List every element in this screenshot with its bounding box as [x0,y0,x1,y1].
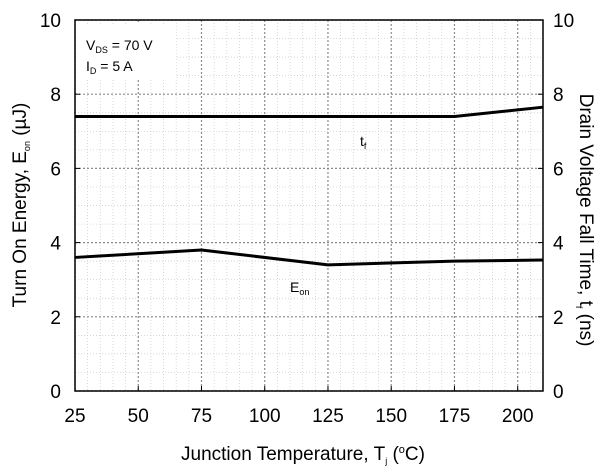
x-tick-label: 75 [191,406,212,427]
y-left-label-unit: (µJ) [10,103,31,141]
x-tick-label: 50 [128,406,149,427]
left-tick-label: 6 [50,159,61,180]
x-tick-label: 200 [502,406,534,427]
condition-box [76,24,176,79]
tf-label-sub: f [364,141,367,151]
right-tick-label: 6 [553,159,564,180]
x-label-sup: o [399,444,405,456]
right-tick-label: 0 [553,382,564,403]
x-label-main: Junction Temperature, T [181,444,386,465]
right-tick-label: 10 [553,11,574,32]
vds-value: = 70 V [108,37,153,53]
right-tick-label: 8 [553,85,564,106]
x-label-open: ( [387,444,399,465]
x-tick-label: 100 [249,406,281,427]
left-tick-label: 10 [40,11,61,32]
x-axis-ticks: 25 50 75 100 125 150 175 200 [64,386,534,427]
x-axis-label: Junction Temperature, Tj (oC) [181,444,425,466]
x-tick-label: 125 [312,406,344,427]
eon-series-label: Eon [290,279,309,297]
id-subscript: D [90,66,97,76]
y-left-label-sub: on [22,141,32,151]
vds-subscript: DS [95,45,108,55]
plot-frame [74,19,544,392]
vds-symbol: V [86,37,96,53]
x-tick-label: 25 [64,406,85,427]
right-tick-label: 4 [553,234,564,255]
left-axis-ticks: 0 2 4 6 8 10 [40,11,80,403]
right-tick-label: 2 [553,308,564,329]
y-right-label-sub: f [574,306,584,309]
condition-vds: VDS = 70 V [86,37,153,55]
tf-series-label: tf [360,133,367,151]
left-tick-label: 2 [50,308,61,329]
tf-label-main: t [360,133,364,149]
y-axis-left-label: Turn On Energy, Eon (µJ) [10,103,32,308]
x-tick-label: 150 [375,406,407,427]
series-line-eon [74,248,544,267]
eon-label-sub: on [299,287,309,297]
y-left-label-main: Turn On Energy, E [10,151,31,307]
id-symbol: I [86,58,90,74]
x-label-sub: j [384,456,387,466]
y-right-label-main: Drain Voltage Fall Time, t [575,94,595,307]
y-axis-right-label: Drain Voltage Fall Time, tf (ns) [574,94,595,347]
left-tick-label: 8 [50,85,61,106]
left-tick-label: 0 [50,382,61,403]
series-line-tf [75,105,544,118]
x-tick-label: 175 [439,406,471,427]
condition-id: ID = 5 A [86,58,133,76]
id-value: = 5 A [96,58,133,74]
left-tick-label: 4 [50,234,61,255]
x-label-close: C) [405,444,425,465]
series-group [74,105,544,267]
y-right-label-unit: (ns) [575,308,595,346]
eon-label-main: E [290,279,299,295]
